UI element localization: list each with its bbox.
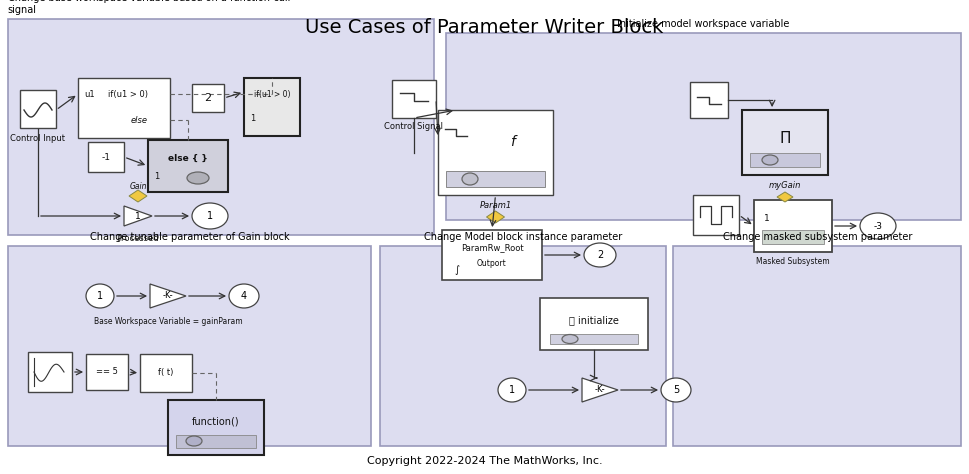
Text: 2: 2 <box>597 250 603 260</box>
Text: Copyright 2022-2024 The MathWorks, Inc.: Copyright 2022-2024 The MathWorks, Inc. <box>366 456 603 466</box>
Text: 4: 4 <box>241 291 247 301</box>
Ellipse shape <box>229 284 259 308</box>
Text: f( t): f( t) <box>158 368 173 377</box>
Polygon shape <box>129 190 147 202</box>
FancyBboxPatch shape <box>28 352 72 392</box>
Polygon shape <box>150 284 186 308</box>
Text: Masked Subsystem: Masked Subsystem <box>756 257 829 266</box>
Text: Change masked subsystem parameter: Change masked subsystem parameter <box>723 232 912 243</box>
Polygon shape <box>124 206 152 226</box>
Text: Outport: Outport <box>477 259 507 268</box>
FancyBboxPatch shape <box>380 246 666 446</box>
Text: 2: 2 <box>204 93 211 103</box>
FancyBboxPatch shape <box>540 298 648 350</box>
FancyBboxPatch shape <box>754 200 832 252</box>
Ellipse shape <box>860 213 896 239</box>
FancyBboxPatch shape <box>78 78 170 138</box>
Text: Param1: Param1 <box>480 201 512 210</box>
Text: Base Workspace Variable = gainParam: Base Workspace Variable = gainParam <box>94 318 242 327</box>
FancyBboxPatch shape <box>438 110 553 195</box>
Polygon shape <box>582 378 618 402</box>
Ellipse shape <box>462 173 478 185</box>
Ellipse shape <box>498 378 526 402</box>
Text: -1: -1 <box>102 153 110 162</box>
Text: myGain: myGain <box>768 181 801 190</box>
FancyBboxPatch shape <box>244 78 300 136</box>
Text: 1: 1 <box>509 385 516 395</box>
Ellipse shape <box>86 284 114 308</box>
Text: Change base workspace variable based on a function-call
signal: Change base workspace variable based on … <box>8 0 290 15</box>
Text: 1: 1 <box>135 211 141 220</box>
Text: ⏻ initialize: ⏻ initialize <box>569 315 619 325</box>
Ellipse shape <box>661 378 691 402</box>
FancyBboxPatch shape <box>693 195 739 235</box>
Text: Processed: Processed <box>116 234 159 243</box>
FancyBboxPatch shape <box>86 354 128 390</box>
FancyBboxPatch shape <box>750 153 820 167</box>
Text: 1: 1 <box>207 211 213 221</box>
FancyBboxPatch shape <box>192 84 224 112</box>
Text: Π: Π <box>779 130 791 146</box>
Text: 5: 5 <box>672 385 679 395</box>
FancyBboxPatch shape <box>690 82 728 118</box>
Text: ∫: ∫ <box>454 265 459 275</box>
Ellipse shape <box>192 203 228 229</box>
Text: ParamRw_Root: ParamRw_Root <box>460 244 523 253</box>
Ellipse shape <box>762 155 778 165</box>
Text: 1: 1 <box>764 213 769 222</box>
Text: else { }: else { } <box>169 154 208 163</box>
FancyBboxPatch shape <box>446 171 545 187</box>
FancyBboxPatch shape <box>88 142 124 172</box>
Text: Gain: Gain <box>129 182 146 191</box>
Text: -K-: -K- <box>163 292 173 301</box>
Ellipse shape <box>562 335 578 344</box>
FancyBboxPatch shape <box>742 110 828 175</box>
FancyBboxPatch shape <box>762 230 824 244</box>
Polygon shape <box>486 211 505 223</box>
Polygon shape <box>777 192 793 202</box>
Ellipse shape <box>186 436 202 446</box>
FancyBboxPatch shape <box>8 246 371 446</box>
Text: else: else <box>131 116 148 125</box>
FancyBboxPatch shape <box>392 80 436 118</box>
FancyBboxPatch shape <box>8 19 434 235</box>
Text: Change Model block instance parameter: Change Model block instance parameter <box>423 232 622 243</box>
FancyBboxPatch shape <box>176 435 256 448</box>
FancyBboxPatch shape <box>168 400 264 455</box>
Text: Control Signal: Control Signal <box>385 121 444 130</box>
Text: == 5: == 5 <box>96 367 118 376</box>
FancyBboxPatch shape <box>673 246 961 446</box>
FancyBboxPatch shape <box>442 230 542 280</box>
Text: 1: 1 <box>154 172 159 181</box>
FancyBboxPatch shape <box>550 334 638 344</box>
Ellipse shape <box>584 243 616 267</box>
Ellipse shape <box>187 172 209 184</box>
Text: u1: u1 <box>84 90 95 99</box>
Text: -3: -3 <box>873 221 883 230</box>
Text: Initialize model workspace variable: Initialize model workspace variable <box>617 19 790 29</box>
Text: if(u1 > 0): if(u1 > 0) <box>108 90 148 99</box>
Text: 1: 1 <box>97 291 103 301</box>
Text: -K-: -K- <box>595 385 606 394</box>
FancyBboxPatch shape <box>148 140 228 192</box>
Text: 1: 1 <box>250 113 255 122</box>
FancyBboxPatch shape <box>20 90 56 128</box>
Text: Control Input: Control Input <box>11 134 66 143</box>
Text: Change tunable parameter of Gain block: Change tunable parameter of Gain block <box>89 232 290 243</box>
Text: Use Cases of Parameter Writer Block: Use Cases of Parameter Writer Block <box>305 18 664 37</box>
Text: f: f <box>511 135 516 149</box>
Text: function(): function() <box>192 417 239 427</box>
FancyBboxPatch shape <box>140 354 192 392</box>
FancyBboxPatch shape <box>446 33 961 220</box>
Text: if(u1 > 0): if(u1 > 0) <box>254 90 291 99</box>
